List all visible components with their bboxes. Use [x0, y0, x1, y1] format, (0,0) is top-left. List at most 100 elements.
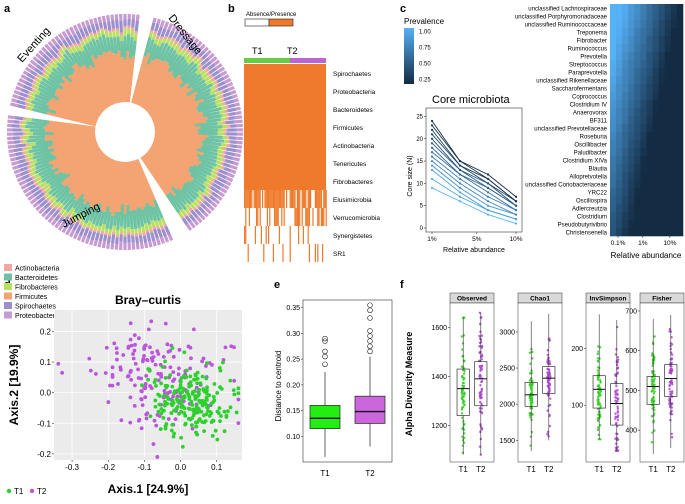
taxa-heat-cell: [670, 132, 678, 141]
taxa-heat-cell: [640, 108, 647, 117]
taxa-heat-cell: [622, 220, 629, 229]
scatter-ytick-label: 0.0: [40, 389, 52, 398]
ray-segment: [228, 111, 236, 117]
ray-segment: [209, 85, 217, 91]
taxa-heat-cell: [616, 4, 623, 13]
scatter-point-t1: [176, 388, 181, 393]
facet-point-T1: [461, 451, 465, 455]
ray-segment: [137, 207, 145, 227]
scatter-point-t1: [196, 394, 200, 398]
scatter-point-t1: [200, 374, 205, 379]
taxa-heat-cell: [652, 212, 659, 221]
taxa-heat-cell: [676, 164, 684, 173]
ray-segment: [86, 230, 93, 239]
scatter-point-t1: [180, 444, 185, 449]
heat-cell: [296, 190, 298, 208]
scatter-point-t1: [179, 435, 184, 440]
heat-cell: [324, 190, 326, 208]
taxa-heat-cell: [664, 156, 672, 165]
taxa-heat-cell: [622, 124, 629, 133]
scatter-point-t1: [215, 437, 220, 442]
ray-segment: [46, 62, 51, 67]
facet-point-T1: [598, 411, 601, 414]
facet-point-T1: [460, 406, 464, 409]
scatter-point-t2: [232, 345, 236, 350]
ray-segment: [41, 72, 46, 78]
ray-segment: [33, 85, 40, 91]
facet-point-T1: [461, 389, 465, 392]
ray-segment: [80, 200, 91, 217]
taxa-heat-cell: [670, 116, 678, 125]
ray-segment: [181, 185, 197, 201]
taxa-heat-cell: [646, 116, 653, 125]
facet-point-T2: [616, 407, 620, 410]
taxa-heat-cell: [628, 60, 635, 69]
taxa-heat-cell: [610, 116, 617, 125]
heat-cell: [317, 190, 319, 208]
core-line-0.60: [431, 142, 517, 207]
ray-segment: [195, 59, 202, 66]
core-point: [486, 186, 490, 189]
ray-segment: [19, 91, 29, 98]
taxa-heat-cell: [622, 20, 629, 29]
ray-segment: [7, 119, 14, 124]
heat-cell: [257, 208, 259, 226]
ray-segment: [199, 69, 208, 76]
taxa-heat-cell: [628, 196, 635, 205]
taxa-label: Roseburia: [580, 134, 608, 140]
centroid-y-axis-label: Distance to centroid: [274, 351, 283, 422]
panel-letter-b: b: [228, 3, 235, 15]
heat-cell: [312, 208, 314, 226]
ray-segment: [203, 190, 210, 197]
ray-segment: [68, 207, 76, 215]
ray-segment: [29, 59, 39, 67]
taxa-heat-cell: [664, 4, 672, 13]
taxa-heat-cell: [628, 108, 635, 117]
ray-segment: [13, 168, 21, 175]
facet-point-T2: [480, 388, 484, 391]
facet-point-T1: [462, 372, 466, 375]
ray-segment: [224, 159, 234, 165]
ray-segment: [130, 29, 135, 38]
facet-frame-observed: [449, 302, 495, 463]
core-point: [514, 195, 518, 198]
taxa-heat-cell: [646, 4, 653, 13]
facet-point-T1: [460, 391, 464, 394]
ray-segment: [31, 118, 50, 124]
ray-segment: [155, 35, 160, 40]
ray-segment: [224, 154, 234, 160]
prevalence-tick-label: 1.00: [419, 30, 431, 36]
scatter-point-t1: [189, 423, 194, 427]
taxa-heat-cell: [676, 100, 684, 109]
facet-point-T1: [650, 380, 654, 383]
taxa-heat-cell: [652, 100, 659, 109]
taxa-heat-cell: [646, 148, 653, 157]
taxa-heat-cell: [652, 156, 659, 165]
phylum-label-elusimicrobia: Elusimicrobia: [333, 197, 372, 204]
taxa-heat-cell: [676, 52, 684, 61]
taxa-heat-cell: [664, 28, 672, 37]
ray-segment: [34, 97, 48, 106]
scatter-point-t1: [162, 393, 167, 398]
ray-segment: [85, 43, 94, 57]
taxa-heat-cell: [640, 164, 647, 173]
facet-ytick-label: 1600: [431, 325, 447, 332]
centroid-ytick-label: 0.25: [286, 357, 300, 364]
ray-segment: [159, 225, 165, 230]
ray-segment: [172, 31, 179, 39]
taxa-heat-cell: [640, 76, 647, 85]
ray-segment: [159, 236, 166, 245]
heat-cell: [278, 226, 280, 244]
taxa-label: Oscillospira: [576, 198, 608, 204]
legend-t1-label: T1: [14, 487, 24, 496]
facet-point-T1: [460, 412, 464, 415]
ray-segment: [168, 53, 179, 67]
facet-point-T2: [669, 419, 672, 422]
taxa-heat-cell: [676, 124, 684, 133]
ray-segment: [69, 26, 76, 36]
ray-segment: [146, 43, 158, 66]
ray-segment: [197, 104, 218, 113]
facet-point-T1: [530, 391, 534, 394]
ray-segment: [22, 84, 33, 92]
scatter-point-t2: [153, 362, 158, 367]
